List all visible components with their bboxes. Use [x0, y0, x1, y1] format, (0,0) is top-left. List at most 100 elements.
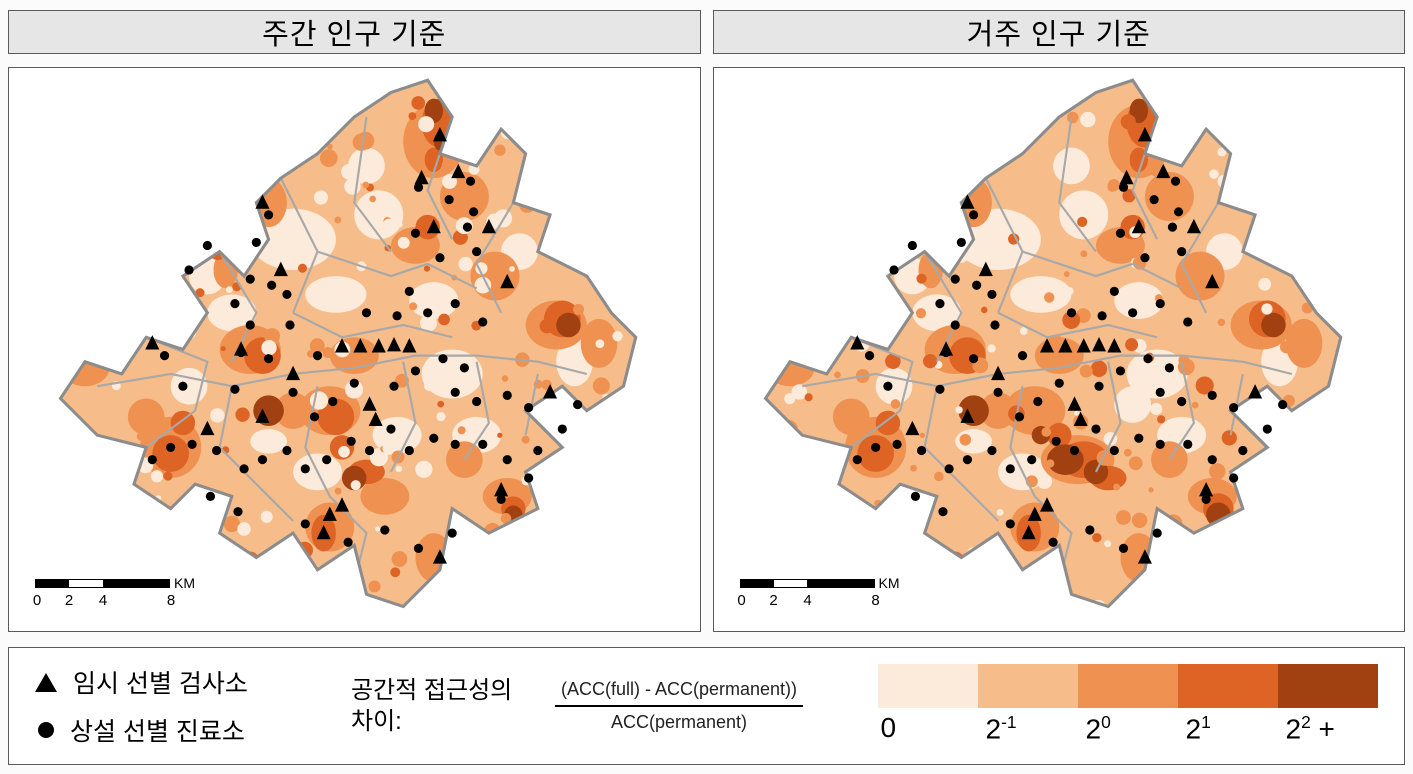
map-residential: KM 0 2 4 8 [712, 67, 1405, 632]
permanent-clinic-marker [968, 210, 978, 220]
choropleth-speckle [1131, 512, 1147, 529]
choropleth-speckle [212, 545, 222, 556]
choropleth-speckle [264, 328, 281, 345]
choropleth-patch [1052, 147, 1090, 185]
permanent-clinic-marker [1109, 445, 1119, 456]
choropleth-speckle [368, 580, 381, 593]
permanent-clinic-marker [1155, 439, 1165, 449]
choropleth-speckle [1073, 410, 1079, 416]
permanent-clinic-marker [524, 403, 534, 413]
choropleth-patch [1150, 441, 1188, 479]
permanent-clinic-marker [870, 442, 880, 453]
choropleth-speckle [621, 501, 636, 517]
choropleth-speckle [1260, 303, 1273, 315]
district-boundary [317, 250, 429, 278]
permanent-clinic-marker [956, 237, 966, 247]
permanent-clinic-marker [1139, 253, 1150, 263]
permanent-clinic-marker [524, 473, 534, 483]
permanent-clinic-marker [444, 194, 454, 205]
choropleth-speckle [1079, 364, 1093, 378]
temporary-site-marker [1155, 163, 1170, 179]
choropleth-speckle [783, 393, 795, 405]
choropleth-speckle [1121, 189, 1136, 203]
permanent-clinic-marker [459, 363, 469, 373]
choropleth-speckle [350, 480, 361, 491]
choropleth-patch [446, 441, 483, 479]
choropleth-speckle [132, 145, 148, 160]
choropleth-speckle [101, 505, 110, 514]
temporary-site-marker [1073, 411, 1088, 426]
choropleth-speckle [1331, 428, 1341, 441]
choropleth-speckle [1006, 123, 1015, 133]
choropleth-speckle [1174, 102, 1187, 115]
choropleth-speckle [1019, 327, 1028, 335]
choropleth-speckle [319, 149, 338, 168]
permanent-clinic-marker [410, 366, 421, 376]
permanent-clinic-marker [1152, 528, 1162, 538]
permanent-clinic-marker [882, 381, 892, 391]
permanent-clinic-marker [450, 439, 460, 449]
permanent-clinic-marker [916, 445, 926, 456]
temporary-site-marker [414, 169, 429, 185]
choropleth-speckle [591, 206, 606, 221]
choropleth-speckle [555, 483, 567, 496]
legend-item-permanent-site: 상설 선별 진료소 [35, 712, 305, 748]
permanent-clinic-marker [1228, 473, 1238, 483]
choropleth-speckle [114, 216, 128, 230]
choropleth-patch [127, 398, 165, 436]
temporary-site-marker [978, 261, 993, 277]
district-boundary [255, 483, 294, 522]
choropleth-speckle [261, 340, 277, 356]
choropleth-speckle [418, 116, 435, 133]
choropleth-speckle [288, 210, 300, 223]
temporary-site-marker [1039, 338, 1054, 353]
permanent-clinic-marker [239, 464, 249, 474]
permanent-clinic-marker [502, 390, 512, 400]
permanent-clinic-marker [573, 399, 583, 410]
choropleth-speckle [1065, 287, 1074, 296]
permanent-clinic-marker [245, 320, 255, 330]
temporary-site-marker [368, 411, 383, 426]
temporary-site-marker [904, 420, 919, 436]
choropleth-patch [979, 392, 1016, 430]
district-boundary [960, 483, 999, 522]
temporary-site-marker [234, 341, 249, 356]
choropleth-speckle [556, 248, 565, 257]
choropleth-patch [1205, 502, 1231, 527]
choropleth-speckle [933, 471, 944, 482]
choropleth-speckle [500, 513, 512, 524]
choropleth-speckle [192, 145, 211, 163]
choropleth-speckle [1145, 286, 1154, 294]
choropleth-patch [1129, 98, 1148, 124]
choropleth-speckle [1191, 401, 1199, 409]
choropleth-speckle [322, 347, 334, 358]
permanent-clinic-marker [1005, 464, 1015, 474]
permanent-clinic-marker [1207, 455, 1217, 465]
choropleth-speckle [612, 331, 623, 342]
temporary-site-marker [286, 365, 301, 381]
choropleth-speckle [489, 538, 503, 552]
choropleth-speckle [1045, 459, 1054, 468]
choropleth-patch [470, 251, 520, 301]
permanent-clinic-marker [1167, 222, 1177, 232]
choropleth-speckle [375, 526, 381, 532]
choropleth-speckle [915, 308, 926, 319]
panel-daytime: 주간 인구 기준 KM 0 2 4 [8, 10, 701, 632]
permanent-clinic-marker [184, 265, 194, 275]
choropleth-speckle [1279, 454, 1291, 466]
temporary-site-marker [432, 127, 447, 142]
city-outline [763, 78, 1342, 609]
temporary-site-marker [145, 335, 160, 350]
permanent-clinic-marker [1017, 351, 1027, 361]
permanent-clinic-marker [472, 396, 482, 407]
choropleth-speckle [776, 527, 783, 534]
permanent-clinic-marker [1164, 363, 1174, 373]
permanent-clinic-marker [282, 445, 292, 456]
permanent-clinic-marker [438, 354, 448, 364]
temporary-site-marker [273, 261, 288, 277]
choropleth-speckle [1217, 318, 1225, 327]
choropleth-speckle [415, 460, 433, 478]
choropleth-speckle [833, 371, 841, 379]
choropleth-speckle [223, 515, 241, 533]
temporary-site-marker [1067, 396, 1082, 411]
